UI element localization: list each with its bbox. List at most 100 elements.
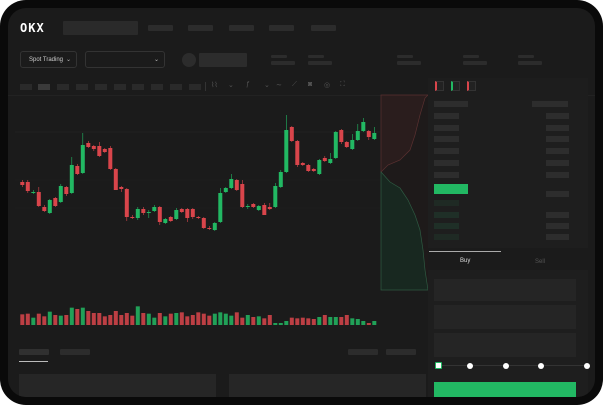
filter-button[interactable] [348, 349, 378, 355]
candle-down[interactable] [75, 166, 80, 174]
candle-up[interactable] [223, 188, 228, 192]
candle-up[interactable] [328, 159, 333, 163]
nav-item[interactable] [188, 25, 213, 31]
bid-price[interactable] [434, 212, 459, 218]
timeframe-button[interactable] [189, 84, 201, 90]
timeframe-button[interactable] [95, 84, 107, 90]
line-icon[interactable]: ∼ [276, 82, 282, 89]
timeframe-button[interactable] [76, 84, 88, 90]
candle-down[interactable] [20, 182, 25, 185]
candle-down[interactable] [113, 169, 118, 190]
filter-button[interactable] [386, 349, 416, 355]
candle-down[interactable] [157, 207, 162, 222]
candle-down[interactable] [339, 130, 344, 142]
candle-down[interactable] [102, 149, 107, 152]
candle-down[interactable] [306, 165, 311, 171]
candle-up[interactable] [361, 122, 366, 131]
settings-icon[interactable]: ◎ [324, 82, 331, 89]
bid-price[interactable] [434, 234, 459, 240]
candle-down[interactable] [201, 218, 206, 228]
candle-down[interactable] [185, 209, 190, 218]
bid-price[interactable] [434, 223, 459, 229]
candle-down[interactable] [190, 209, 195, 217]
candle-down[interactable] [207, 228, 212, 229]
candle-up[interactable] [350, 140, 355, 149]
ask-price[interactable] [434, 148, 459, 154]
amount-input[interactable] [434, 305, 576, 329]
ask-price[interactable] [434, 125, 459, 131]
candle-down[interactable] [168, 217, 173, 221]
timeframe-button[interactable] [132, 84, 144, 90]
candle-up[interactable] [80, 145, 85, 173]
slider-track[interactable] [438, 365, 588, 366]
candle-down[interactable] [86, 143, 91, 147]
candle-up[interactable] [174, 210, 179, 219]
candle-up[interactable] [317, 160, 322, 174]
indicator-icon[interactable]: ƒ [246, 81, 250, 88]
ask-price[interactable] [434, 160, 459, 166]
nav-item[interactable] [269, 25, 294, 31]
timeframe-button[interactable] [170, 84, 182, 90]
candle-down[interactable] [240, 184, 245, 207]
ask-price[interactable] [434, 113, 459, 119]
timeframe-button[interactable] [20, 84, 32, 90]
candle-down[interactable] [91, 146, 96, 149]
candle-down[interactable] [179, 209, 184, 212]
tab-open-orders[interactable] [19, 349, 49, 355]
slider-stop[interactable] [538, 363, 544, 369]
slider-stop[interactable] [467, 363, 473, 369]
candle-down[interactable] [366, 131, 371, 137]
timeframe-button-active[interactable] [38, 84, 50, 90]
chevron-down-icon[interactable]: ⌄ [228, 82, 234, 89]
candle-down[interactable] [25, 182, 30, 191]
candle-up[interactable] [58, 186, 63, 202]
candle-up[interactable] [229, 179, 234, 188]
candle-down[interactable] [234, 180, 239, 190]
candle-down[interactable] [124, 189, 129, 217]
candle-down[interactable] [97, 146, 102, 156]
candle-up[interactable] [245, 206, 250, 207]
candle-up[interactable] [163, 219, 168, 223]
search-placeholder[interactable] [63, 21, 138, 35]
candle-down[interactable] [344, 142, 349, 147]
slider-handle[interactable] [435, 362, 442, 369]
candle-up[interactable] [135, 209, 140, 218]
candle-down[interactable] [311, 169, 316, 171]
okx-logo[interactable]: OKX [20, 21, 45, 35]
tab-buy[interactable]: Buy [460, 258, 471, 264]
draw-icon[interactable]: ⟋ [292, 81, 297, 88]
candle-down[interactable] [53, 198, 58, 206]
nav-item[interactable] [311, 25, 336, 31]
candle-up[interactable] [212, 223, 217, 230]
candle-up[interactable] [218, 193, 223, 222]
timeframe-button[interactable] [151, 84, 163, 90]
candle-down[interactable] [295, 141, 300, 165]
candle-down[interactable] [262, 205, 267, 215]
candle-down[interactable] [267, 207, 272, 209]
fullscreen-icon[interactable]: ⛶ [340, 81, 345, 88]
candle-down[interactable] [141, 209, 146, 213]
tab-order-history[interactable] [60, 349, 90, 355]
candle-up[interactable] [284, 130, 289, 172]
candle-down[interactable] [64, 187, 69, 194]
nav-item[interactable] [229, 25, 254, 31]
chevron-down-icon[interactable]: ⌄ [264, 82, 270, 89]
candle-down[interactable] [322, 158, 327, 161]
last-price-badge[interactable] [434, 184, 468, 194]
candle-up[interactable] [355, 131, 360, 140]
slider-stop[interactable] [503, 363, 509, 369]
orderbook-asks-icon[interactable] [467, 81, 476, 91]
candle-up[interactable] [256, 206, 261, 210]
orderbook-both-icon[interactable] [435, 81, 444, 91]
candlestick-chart[interactable] [8, 8, 595, 397]
candle-down[interactable] [196, 217, 201, 218]
candle-down[interactable] [42, 207, 47, 211]
total-input[interactable] [434, 333, 576, 357]
candle-up[interactable] [273, 186, 278, 207]
candle-up[interactable] [47, 200, 52, 213]
pair-selector[interactable]: ⌄ [85, 51, 165, 68]
candle-down[interactable] [119, 187, 124, 189]
candle-up[interactable] [69, 165, 74, 193]
candle-down[interactable] [251, 204, 256, 207]
candle-down[interactable] [289, 127, 294, 141]
